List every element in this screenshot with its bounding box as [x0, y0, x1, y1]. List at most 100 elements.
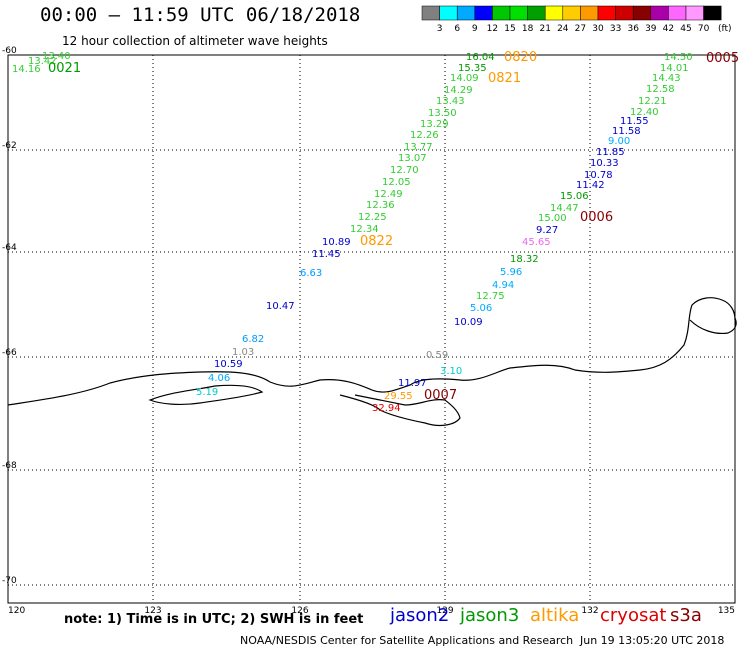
wave-height-label: 1.03 [232, 347, 254, 358]
wave-height-label: 12.26 [410, 130, 439, 141]
wave-height-label: 15.00 [538, 213, 567, 224]
wave-height-label: 11.42 [576, 180, 605, 191]
wave-height-label: 29.55 [384, 391, 413, 402]
wave-height-label: 11.45 [312, 249, 341, 260]
color-scale-tick: 42 [663, 24, 674, 34]
wave-height-label: 9.00 [608, 136, 630, 147]
wave-height-label: 13.29 [420, 119, 449, 130]
pass-time-label: 0021 [48, 61, 81, 76]
latitude-label: -70 [2, 576, 17, 586]
longitude-label: 123 [144, 606, 161, 616]
color-scale-legend: 3 6 9 12 15 18 21 24 27 30 33 36 39 42 45 70 (ft) [421, 5, 732, 34]
wave-height-label: 15.06 [560, 191, 589, 202]
coastline [7, 297, 736, 406]
wave-height-label: 13.07 [398, 153, 427, 164]
latitude-label: -68 [2, 461, 17, 471]
color-scale-tick: 18 [522, 24, 534, 34]
wave-height-label: 12.25 [358, 212, 387, 223]
color-scale-tick: 21 [539, 24, 550, 34]
wave-height-label: 10.78 [584, 170, 613, 181]
longitude-label: 120 [8, 606, 25, 616]
color-scale-tick: 36 [627, 24, 639, 34]
color-scale-tick: 24 [557, 24, 569, 34]
latitude-label: -60 [2, 46, 17, 56]
longitude-label: 135 [718, 606, 735, 616]
wave-height-label: 5.96 [500, 267, 522, 278]
wave-height-label: 11.55 [620, 116, 649, 127]
wave-height-label: 13.50 [428, 108, 457, 119]
color-scale-tick: 33 [610, 24, 621, 34]
wave-height-label: 12.36 [366, 200, 395, 211]
latitude-label: -64 [2, 243, 17, 253]
axis-labels: -60 -62 -64 -66 -68 -70 120 123 126 129 132 135 [2, 46, 735, 616]
color-scale-tick: 39 [645, 24, 657, 34]
wave-height-label: 12.34 [350, 224, 379, 235]
color-scale-tick: 27 [575, 24, 586, 34]
wave-height-label: 13.40 [42, 51, 71, 62]
wave-height-label: 5.19 [196, 387, 218, 398]
wave-height-label: 14.16 [12, 64, 41, 75]
wave-height-label: 6.63 [300, 268, 322, 279]
color-scale-tick: 70 [698, 24, 710, 34]
color-scale-tick: 45 [680, 24, 691, 34]
graticule [7, 54, 736, 604]
color-scale-tick: 9 [472, 24, 478, 34]
wave-height-label: 14.50 [664, 52, 693, 63]
latitude-label: -62 [2, 141, 17, 151]
wave-height-label: 10.59 [214, 359, 243, 370]
pass-time-label: 0821 [488, 71, 521, 86]
wave-height-label: 12.21 [638, 96, 667, 107]
map-title: 00:00 – 11:59 UTC 06/18/2018 [40, 4, 361, 26]
wave-height-label: 11.58 [612, 126, 641, 137]
wave-height-label: 4.94 [492, 280, 514, 291]
wave-height-label: 9.27 [536, 225, 558, 236]
wave-height-label: 12.70 [390, 165, 419, 176]
color-scale-swatch [703, 5, 722, 21]
wave-height-label: 4.06 [208, 373, 230, 384]
wave-height-label: 3.10 [440, 366, 462, 377]
color-scale-tick: 15 [504, 24, 515, 34]
wave-height-label: 5.06 [470, 303, 492, 314]
wave-height-label: 10.89 [322, 237, 351, 248]
pass-time-label: 0822 [360, 234, 393, 249]
wave-height-label: 14.47 [550, 203, 579, 214]
color-scale-tick: 12 [487, 24, 498, 34]
wave-height-label: 11.97 [398, 378, 427, 389]
color-scale-tick: 6 [454, 24, 460, 34]
wave-height-label: 13.77 [404, 142, 433, 153]
coastline-island [148, 384, 264, 406]
coastline-peninsula [339, 394, 461, 427]
color-scale-unit: (ft) [718, 24, 732, 34]
wave-height-label: 14.01 [660, 63, 689, 74]
wave-height-label: 13.43 [436, 96, 465, 107]
wave-height-label: 10.47 [266, 301, 295, 312]
longitude-label: 126 [291, 606, 308, 616]
wave-height-label: 0.59 [426, 350, 448, 361]
longitude-label: 129 [436, 606, 453, 616]
wave-height-label: 16.04 [466, 52, 495, 63]
color-scale-tick: 3 [437, 24, 443, 34]
wave-height-label: 14.43 [652, 73, 681, 84]
wave-height-label: 12.75 [476, 291, 505, 302]
latitude-label: -66 [2, 348, 17, 358]
wave-height-label: 10.09 [454, 317, 483, 328]
wave-height-label: 32.94 [372, 403, 401, 414]
wave-height-label: 13.42 [28, 56, 57, 67]
map-subtitle: 12 hour collection of altimeter wave hei… [62, 34, 328, 48]
wave-height-label: 14.29 [444, 85, 473, 96]
wave-height-label: 11.85 [596, 147, 625, 158]
coastline-east-inlet [689, 317, 737, 335]
wave-height-label: 14.09 [450, 73, 479, 84]
pass-time-label: 0820 [504, 50, 537, 65]
pass-time-label: 0007 [424, 388, 457, 403]
wave-height-label: 18.32 [510, 254, 539, 265]
longitude-label: 132 [581, 606, 598, 616]
wave-height-label: 12.40 [630, 107, 659, 118]
pass-time-label: 0006 [580, 210, 613, 225]
wave-height-label: 45.65 [522, 237, 551, 248]
map-frame [7, 54, 736, 604]
pass-time-label: 0005 [706, 51, 739, 66]
wave-height-label: 6.82 [242, 334, 264, 345]
